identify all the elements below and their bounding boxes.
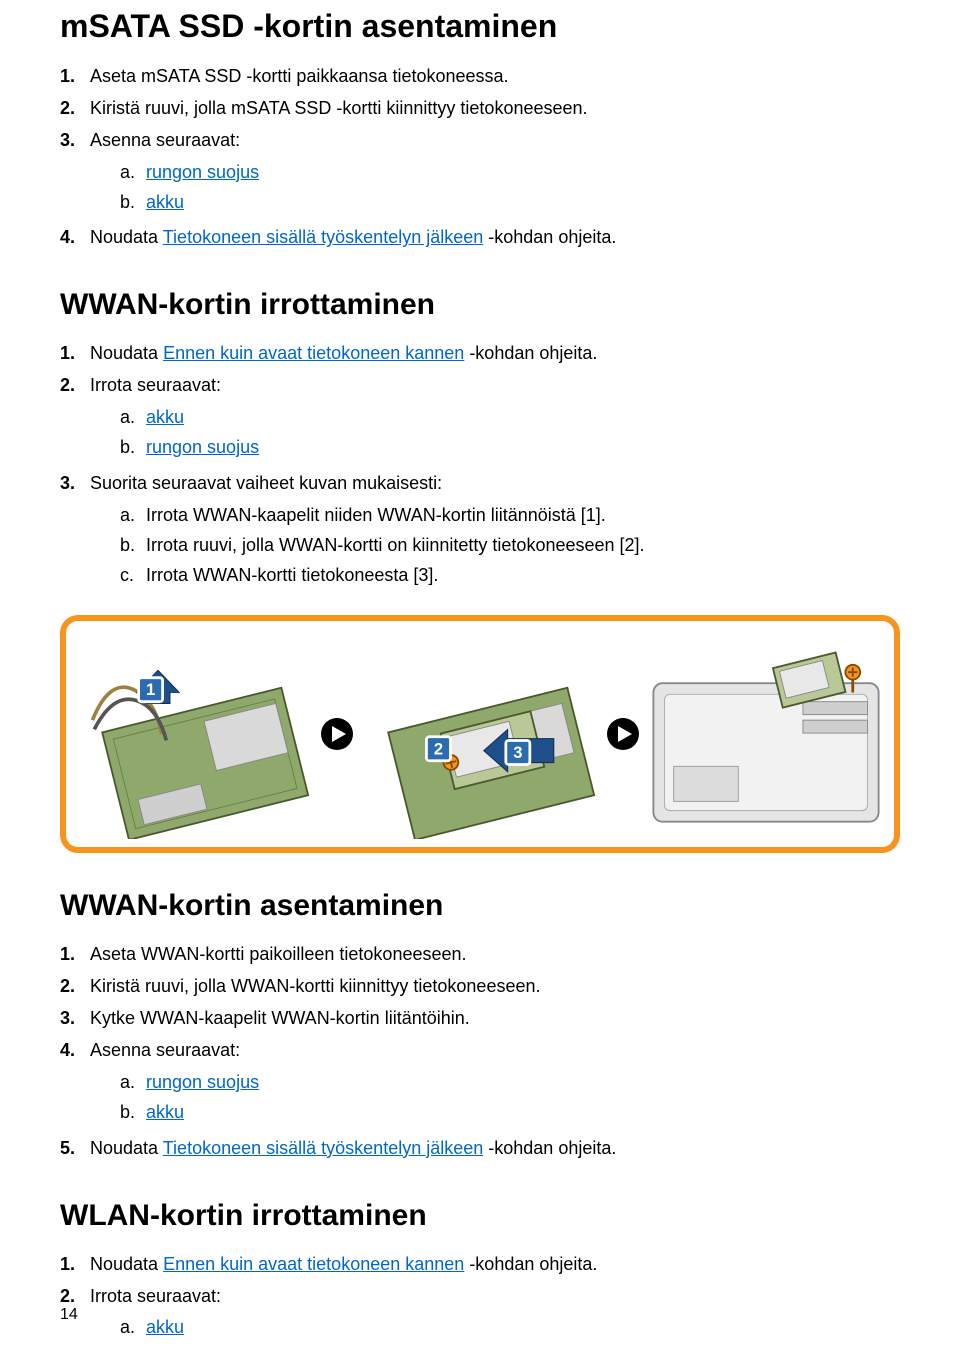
sub-marker: a. bbox=[120, 404, 146, 432]
list-text-inner: Asenna seuraavat: bbox=[90, 1040, 240, 1060]
figure-panel-1: 1 bbox=[74, 629, 314, 839]
list-s4: 1.Noudata Ennen kuin avaat tietokoneen k… bbox=[60, 1251, 900, 1347]
svg-text:1: 1 bbox=[146, 681, 155, 700]
list-marker: 4. bbox=[60, 224, 90, 252]
list-text: Asenna seuraavat: a.rungon suojus b.akku bbox=[90, 1037, 900, 1131]
sublist: a.Irrota WWAN-kaapelit niiden WWAN-korti… bbox=[120, 502, 900, 590]
heading-wwan-remove: WWAN-kortin irrottaminen bbox=[60, 288, 900, 322]
play-separator-icon bbox=[320, 717, 354, 751]
link-after-working[interactable]: Tietokoneen sisällä työskentelyn jälkeen bbox=[163, 227, 484, 247]
sub-marker: b. bbox=[120, 189, 146, 217]
list-text: Noudata Tietokoneen sisällä työskentelyn… bbox=[90, 224, 900, 252]
figure-panel-2: 2 3 bbox=[360, 629, 600, 839]
sub-text: Irrota ruuvi, jolla WWAN-kortti on kiinn… bbox=[146, 532, 900, 560]
sub-marker: a. bbox=[120, 502, 146, 530]
list-marker: 4. bbox=[60, 1037, 90, 1131]
sublist: a.rungon suojus b.akku bbox=[120, 159, 900, 217]
list-text: Noudata Ennen kuin avaat tietokoneen kan… bbox=[90, 1251, 900, 1279]
text-pre: Noudata bbox=[90, 1138, 163, 1158]
list-marker: 3. bbox=[60, 470, 90, 594]
list-text-inner: Asenna seuraavat: bbox=[90, 130, 240, 150]
list-marker: 3. bbox=[60, 127, 90, 221]
sub-marker: c. bbox=[120, 562, 146, 590]
list-text-inner: Irrota seuraavat: bbox=[90, 1286, 221, 1306]
figure-wwan-remove: 1 bbox=[60, 615, 900, 853]
page: mSATA SSD -kortin asentaminen 1.Aseta mS… bbox=[0, 0, 960, 1346]
list-text-inner: Irrota seuraavat: bbox=[90, 375, 221, 395]
sub-marker: b. bbox=[120, 1099, 146, 1127]
list-text: Suorita seuraavat vaiheet kuvan mukaises… bbox=[90, 470, 900, 594]
list-marker: 2. bbox=[60, 372, 90, 466]
heading-wlan-remove: WLAN-kortin irrottaminen bbox=[60, 1199, 900, 1233]
link-akku[interactable]: akku bbox=[146, 407, 184, 427]
link-akku[interactable]: akku bbox=[146, 1102, 184, 1122]
heading-wwan-install: WWAN-kortin asentaminen bbox=[60, 889, 900, 923]
link-rungon-suojus[interactable]: rungon suojus bbox=[146, 162, 259, 182]
page-number: 14 bbox=[60, 1306, 78, 1324]
list-text: Kiristä ruuvi, jolla mSATA SSD -kortti k… bbox=[90, 95, 900, 123]
text-pre: Noudata bbox=[90, 1254, 163, 1274]
figure-frame: 1 bbox=[60, 615, 900, 853]
list-text: Aseta WWAN-kortti paikoilleen tietokonee… bbox=[90, 941, 900, 969]
play-separator-icon bbox=[606, 717, 640, 751]
sub-marker: b. bbox=[120, 434, 146, 462]
text-post: -kohdan ohjeita. bbox=[483, 1138, 616, 1158]
link-before-working[interactable]: Ennen kuin avaat tietokoneen kannen bbox=[163, 1254, 464, 1274]
figure-panel-3 bbox=[646, 629, 886, 839]
text-pre: Noudata bbox=[90, 343, 163, 363]
svg-text:3: 3 bbox=[513, 743, 522, 762]
list-s1: 1.Aseta mSATA SSD -kortti paikkaansa tie… bbox=[60, 63, 900, 252]
list-s2: 1.Noudata Ennen kuin avaat tietokoneen k… bbox=[60, 340, 900, 593]
text-post: -kohdan ohjeita. bbox=[464, 1254, 597, 1274]
list-marker: 1. bbox=[60, 340, 90, 368]
list-text: Noudata Tietokoneen sisällä työskentelyn… bbox=[90, 1135, 900, 1163]
link-before-working[interactable]: Ennen kuin avaat tietokoneen kannen bbox=[163, 343, 464, 363]
list-marker: 2. bbox=[60, 95, 90, 123]
text-post: -kohdan ohjeita. bbox=[464, 343, 597, 363]
text-post: -kohdan ohjeita. bbox=[483, 227, 616, 247]
link-rungon-suojus[interactable]: rungon suojus bbox=[146, 437, 259, 457]
list-text: Aseta mSATA SSD -kortti paikkaansa tieto… bbox=[90, 63, 900, 91]
sublist: a.rungon suojus b.akku bbox=[120, 1069, 900, 1127]
list-text: Kiristä ruuvi, jolla WWAN-kortti kiinnit… bbox=[90, 973, 900, 1001]
svg-text:2: 2 bbox=[434, 740, 443, 759]
sublist: a.akku bbox=[120, 1314, 900, 1342]
list-marker: 1. bbox=[60, 63, 90, 91]
sub-marker: a. bbox=[120, 1314, 146, 1342]
link-rungon-suojus[interactable]: rungon suojus bbox=[146, 1072, 259, 1092]
list-s3: 1.Aseta WWAN-kortti paikoilleen tietokon… bbox=[60, 941, 900, 1162]
list-text-inner: Suorita seuraavat vaiheet kuvan mukaises… bbox=[90, 473, 442, 493]
sub-marker: a. bbox=[120, 159, 146, 187]
list-marker: 5. bbox=[60, 1135, 90, 1163]
sub-text: Irrota WWAN-kortti tietokoneesta [3]. bbox=[146, 562, 900, 590]
link-akku[interactable]: akku bbox=[146, 1317, 184, 1337]
list-marker: 3. bbox=[60, 1005, 90, 1033]
list-text: Noudata Ennen kuin avaat tietokoneen kan… bbox=[90, 340, 900, 368]
link-after-working[interactable]: Tietokoneen sisällä työskentelyn jälkeen bbox=[163, 1138, 484, 1158]
list-text: Irrota seuraavat: a.akku b.rungon suojus bbox=[90, 372, 900, 466]
list-marker: 1. bbox=[60, 941, 90, 969]
sub-text: Irrota WWAN-kaapelit niiden WWAN-kortin … bbox=[146, 502, 900, 530]
list-text: Asenna seuraavat: a.rungon suojus b.akku bbox=[90, 127, 900, 221]
list-marker: 2. bbox=[60, 973, 90, 1001]
sublist: a.akku b.rungon suojus bbox=[120, 404, 900, 462]
link-akku[interactable]: akku bbox=[146, 192, 184, 212]
text-pre: Noudata bbox=[90, 227, 163, 247]
sub-marker: b. bbox=[120, 532, 146, 560]
heading-msata-install: mSATA SSD -kortin asentaminen bbox=[60, 0, 900, 45]
sub-marker: a. bbox=[120, 1069, 146, 1097]
list-marker: 1. bbox=[60, 1251, 90, 1279]
list-text: Irrota seuraavat: a.akku bbox=[90, 1283, 900, 1347]
list-text: Kytke WWAN-kaapelit WWAN-kortin liitäntö… bbox=[90, 1005, 900, 1033]
